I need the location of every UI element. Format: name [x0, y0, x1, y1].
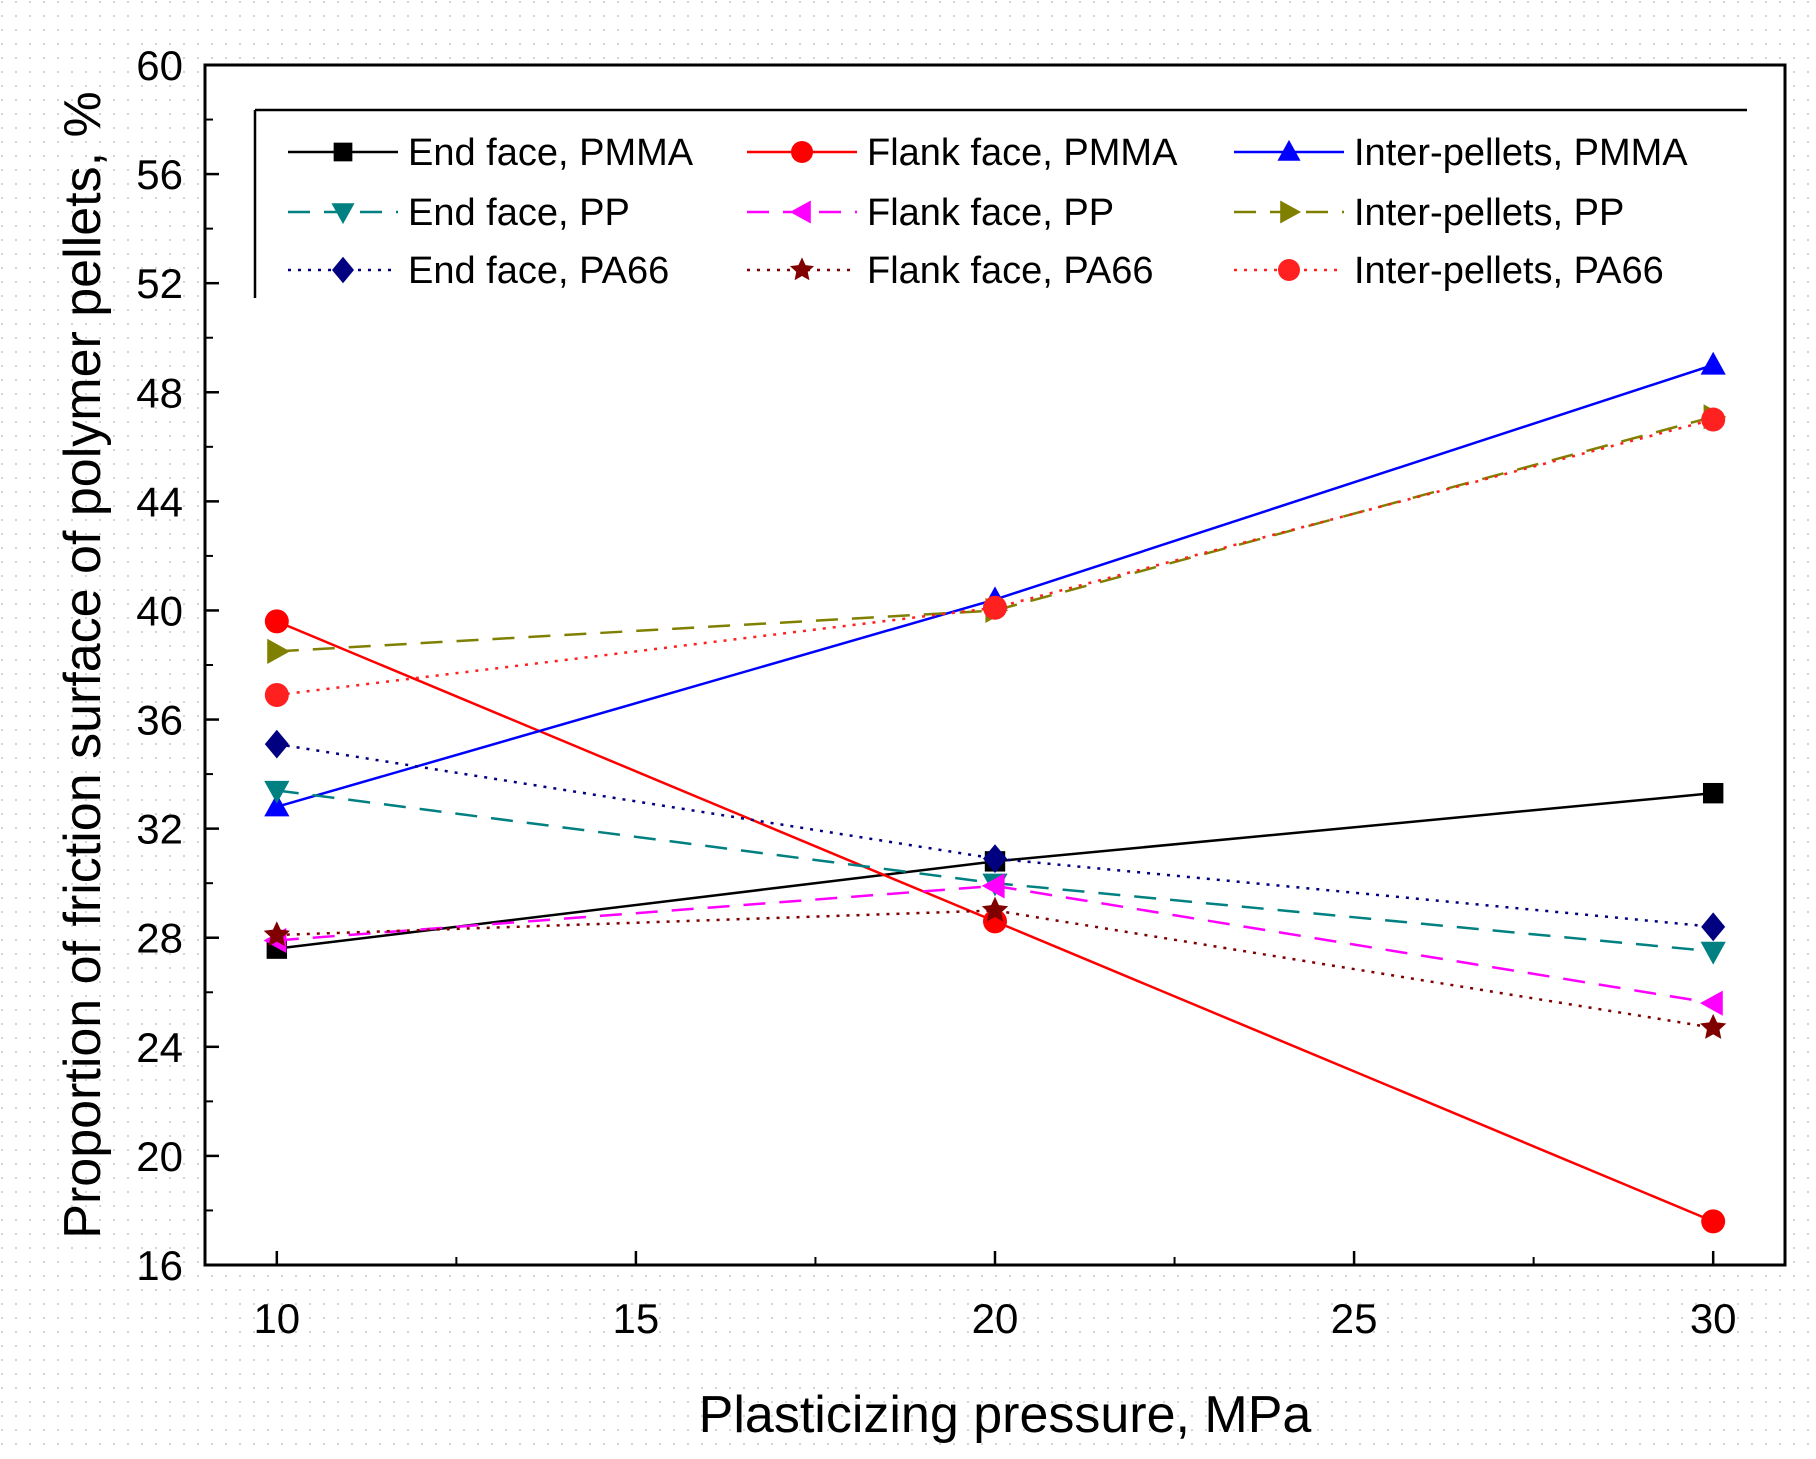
y-tick-label: 28: [136, 915, 183, 962]
y-tick-label: 32: [136, 806, 183, 853]
y-tick-label: 20: [136, 1133, 183, 1180]
legend-marker: [1277, 139, 1301, 161]
y-tick-label: 40: [136, 587, 183, 634]
data-point: [983, 844, 1007, 874]
data-point: [1700, 1013, 1727, 1039]
series-8: [263, 896, 1727, 1039]
legend-label: End face, PP: [408, 192, 630, 234]
legend-item: Flank face, PMMA: [747, 132, 1178, 174]
legend-item: Inter-pellets, PP: [1234, 192, 1624, 234]
data-point: [267, 638, 291, 664]
y-tick-label: 48: [136, 369, 183, 416]
data-point: [1700, 941, 1726, 965]
y-tick-label: 24: [136, 1024, 183, 1071]
x-axis-title: Plasticizing pressure, MPa: [699, 1386, 1312, 1444]
y-tick-label: 56: [136, 151, 183, 198]
y-tick-label: 60: [136, 42, 183, 89]
data-point: [264, 793, 290, 817]
legend-marker: [789, 200, 811, 224]
plot-area: [205, 65, 1785, 1265]
data-point: [983, 595, 1007, 620]
axis-ticks: 16 20 24 28 32 36 40 44 48 52 56 60 10 15 20 25 30: [136, 42, 1736, 1342]
legend-label: Flank face, PP: [867, 192, 1114, 234]
legend-marker: [791, 141, 813, 163]
data-point: [1699, 990, 1723, 1016]
legend-marker: [789, 257, 815, 281]
y-axis-title: Proportion of friction surface of polyme…: [54, 91, 112, 1238]
x-tick-label: 30: [1690, 1295, 1737, 1342]
series-line: [276, 742, 1714, 929]
x-tick-label: 15: [613, 1295, 660, 1342]
y-tick-label: 52: [136, 260, 183, 307]
legend-label: End face, PMMA: [408, 132, 694, 174]
y-tick-label: 36: [136, 697, 183, 744]
legend-item: Inter-pellets, PMMA: [1234, 132, 1688, 174]
x-tick-label: 25: [1331, 1295, 1378, 1342]
data-point: [264, 780, 290, 804]
legend-label: Flank face, PA66: [867, 250, 1154, 292]
legend-marker: [331, 203, 355, 225]
data-point: [981, 873, 1005, 899]
legend-item: Flank face, PA66: [747, 250, 1154, 292]
data-point: [264, 683, 289, 707]
legend-label: Inter-pellets, PP: [1354, 192, 1624, 234]
legend-label: Flank face, PMMA: [867, 132, 1178, 174]
data-point: [264, 729, 289, 759]
legend-marker: [1278, 259, 1300, 281]
legend-item: Flank face, PP: [747, 192, 1114, 234]
legend-label: Inter-pellets, PMMA: [1354, 132, 1688, 174]
plot-frame: [203, 63, 1787, 1267]
legend-marker: [332, 256, 354, 284]
x-tick-label: 10: [253, 1295, 300, 1342]
series-9: [264, 407, 1726, 707]
series-7: [264, 729, 1726, 942]
series-line: [276, 418, 1714, 697]
data-point: [263, 921, 290, 947]
data-point: [264, 609, 289, 634]
legend-item: End face, PA66: [288, 250, 669, 292]
legend-label: Inter-pellets, PA66: [1354, 250, 1664, 292]
legend-marker: [1280, 200, 1302, 224]
legend-item: End face, PP: [288, 192, 630, 234]
x-tick-label: 20: [972, 1295, 1019, 1342]
data-point: [1700, 351, 1726, 375]
legend-item: End face, PMMA: [288, 132, 694, 174]
legend: End face, PMMA Flank face, PMMA Inter-pell…: [253, 108, 1747, 298]
data-point: [1702, 782, 1724, 804]
data-point: [1701, 1209, 1726, 1234]
legend-label: End face, PA66: [408, 250, 669, 292]
y-tick-label: 44: [136, 478, 183, 525]
data-point: [981, 896, 1009, 922]
y-tick-label: 16: [136, 1242, 183, 1289]
data-point: [1701, 912, 1726, 942]
series-layer: [263, 351, 1727, 1234]
data-point: [1701, 407, 1726, 432]
legend-item: Inter-pellets, PA66: [1234, 250, 1664, 292]
legend-marker: [333, 142, 353, 162]
